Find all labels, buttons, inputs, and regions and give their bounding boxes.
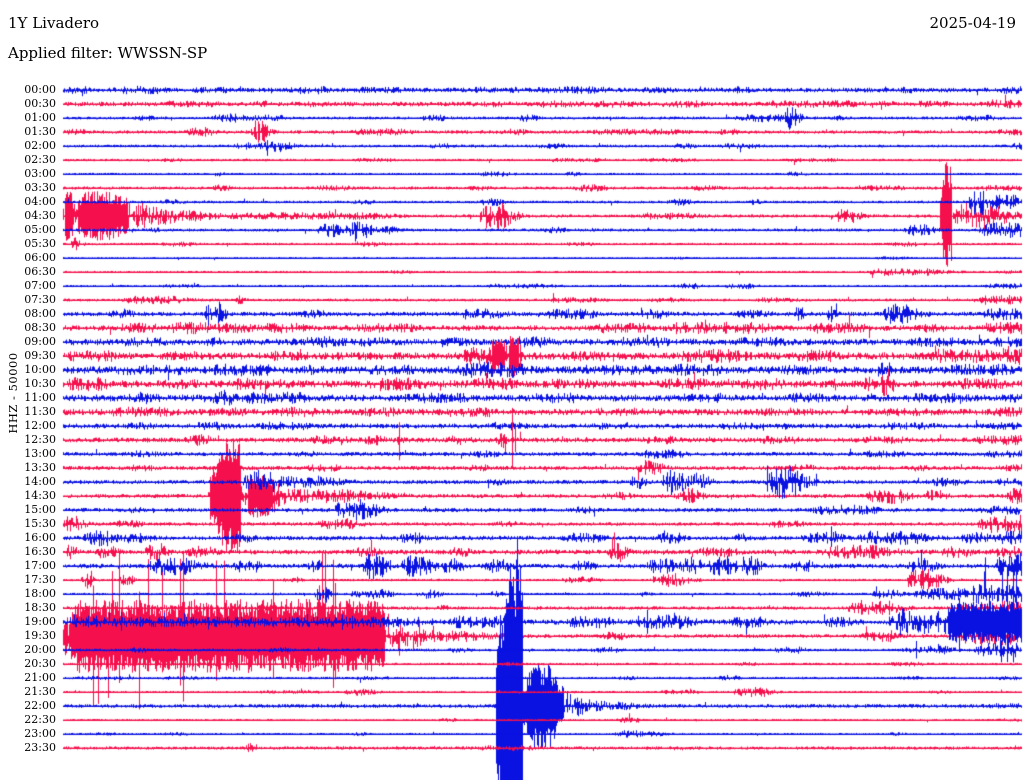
time-label: 17:00: [24, 559, 56, 572]
time-label: 08:30: [24, 321, 56, 334]
time-label: 06:00: [24, 251, 56, 264]
time-label: 06:30: [24, 265, 56, 278]
time-label: 18:00: [24, 587, 56, 600]
time-label: 15:30: [24, 517, 56, 530]
time-label: 09:30: [24, 349, 56, 362]
time-label: 05:30: [24, 237, 56, 250]
time-label: 01:30: [24, 125, 56, 138]
time-label: 20:30: [24, 657, 56, 670]
time-label: 19:00: [24, 615, 56, 628]
time-label: 21:00: [24, 671, 56, 684]
time-label: 09:00: [24, 335, 56, 348]
time-label: 10:30: [24, 377, 56, 390]
time-label: 02:00: [24, 139, 56, 152]
time-label: 13:30: [24, 461, 56, 474]
time-label: 12:30: [24, 433, 56, 446]
time-label: 16:30: [24, 545, 56, 558]
time-label: 01:00: [24, 111, 56, 124]
time-label: 12:00: [24, 419, 56, 432]
applied-filter-label: Applied filter: WWSSN-SP: [8, 44, 208, 62]
time-label: 22:30: [24, 713, 56, 726]
plot-date: 2025-04-19: [929, 14, 1016, 32]
time-label: 08:00: [24, 307, 56, 320]
time-label: 11:30: [24, 405, 56, 418]
time-label: 14:00: [24, 475, 56, 488]
time-label: 21:30: [24, 685, 56, 698]
time-label: 04:00: [24, 195, 56, 208]
time-label: 15:00: [24, 503, 56, 516]
time-label: 10:00: [24, 363, 56, 376]
time-label: 07:00: [24, 279, 56, 292]
time-label: 02:30: [24, 153, 56, 166]
time-label: 20:00: [24, 643, 56, 656]
time-label: 19:30: [24, 629, 56, 642]
time-label: 22:00: [24, 699, 56, 712]
time-label: 07:30: [24, 293, 56, 306]
time-label: 23:30: [24, 741, 56, 754]
time-label: 00:30: [24, 97, 56, 110]
time-label: 04:30: [24, 209, 56, 222]
time-labels-column: 00:00 00:30 01:00 01:30 02:00 02:30 03:00 03:30…: [0, 0, 58, 780]
time-label: 13:00: [24, 447, 56, 460]
time-label: 23:00: [24, 727, 56, 740]
time-label: 00:00: [24, 83, 56, 96]
time-label: 17:30: [24, 573, 56, 586]
time-label: 05:00: [24, 223, 56, 236]
time-label: 16:00: [24, 531, 56, 544]
time-label: 11:00: [24, 391, 56, 404]
time-label: 18:30: [24, 601, 56, 614]
time-label: 03:00: [24, 167, 56, 180]
time-label: 14:30: [24, 489, 56, 502]
time-label: 03:30: [24, 181, 56, 194]
station-title: 1Y Livadero: [8, 14, 100, 32]
